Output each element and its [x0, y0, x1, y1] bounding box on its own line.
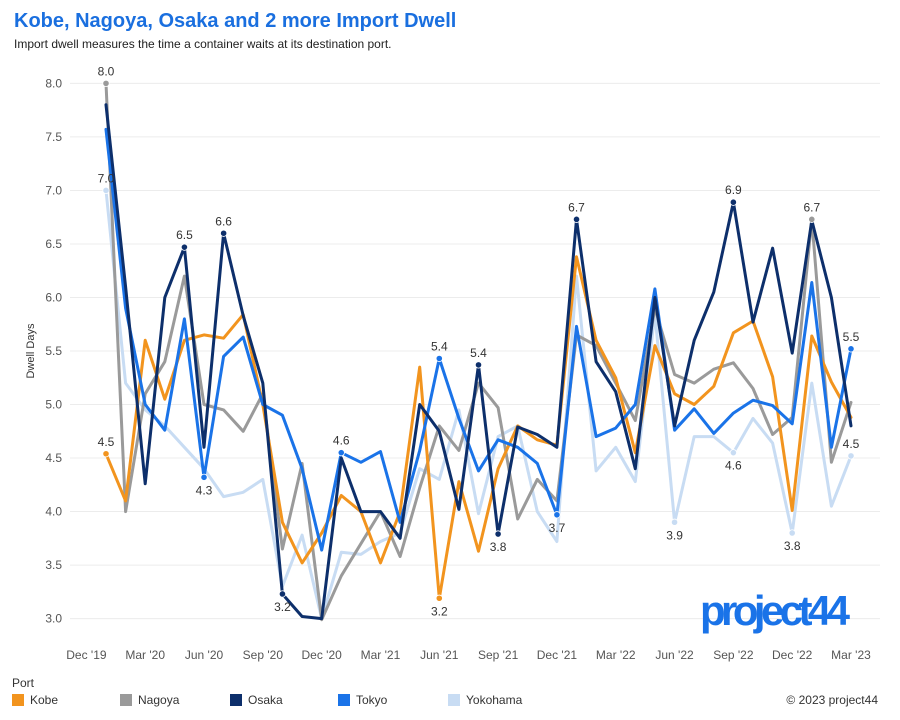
project44-logo-text: project44: [700, 587, 851, 634]
data-point-marker: [729, 449, 737, 457]
x-tick-label: Mar '22: [596, 648, 636, 662]
data-point-marker: [435, 594, 443, 602]
y-tick-label: 5.5: [45, 344, 62, 358]
legend-swatch-tokyo: [338, 694, 350, 706]
project44-logo: project44: [700, 587, 851, 634]
data-point-marker: [102, 79, 110, 88]
legend-item-osaka[interactable]: Osaka: [230, 693, 283, 707]
y-tick-label: 3.0: [45, 612, 62, 626]
data-point-marker: [474, 361, 483, 369]
data-point-marker: [102, 450, 110, 458]
y-tick-label: 5.0: [45, 398, 62, 412]
legend-item-yokohama[interactable]: Yokohama: [448, 693, 522, 707]
data-label: 5.5: [843, 330, 860, 344]
chart-subtitle: Import dwell measures the time a contain…: [14, 37, 392, 51]
legend-swatch-nagoya: [120, 694, 132, 706]
legend-label-tokyo: Tokyo: [356, 693, 388, 707]
data-label: 6.7: [803, 200, 820, 214]
legend-label-kobe: Kobe: [30, 693, 59, 707]
data-point-marker: [670, 518, 679, 526]
data-label: 6.5: [176, 228, 193, 242]
legend-swatch-yokohama: [448, 694, 460, 706]
x-tick-label: Mar '20: [125, 648, 165, 662]
data-point-marker: [220, 229, 228, 237]
y-tick-label: 6.5: [45, 237, 62, 251]
data-label: 3.9: [666, 528, 683, 542]
data-point-marker: [278, 590, 287, 598]
copyright-text: © 2023 project44: [786, 693, 878, 707]
y-tick-label: 6.0: [45, 290, 62, 304]
series-line-kobe: [104, 255, 853, 600]
data-label: 8.0: [98, 64, 115, 78]
data-point-marker: [572, 215, 581, 223]
data-label: 6.7: [568, 200, 585, 214]
x-tick-label: Dec '20: [302, 648, 343, 662]
data-label: 6.9: [725, 183, 742, 197]
legend-item-nagoya[interactable]: Nagoya: [120, 693, 179, 707]
x-tick-label: Dec '21: [537, 648, 578, 662]
data-point-marker: [553, 511, 561, 519]
data-label: 6.6: [215, 214, 232, 228]
data-label: 4.5: [98, 435, 115, 449]
line-chart: 3.0 3.5 4.0 4.5 5.0 5.5 6.0 6.5 7.0 7.5 8.0 Dec '19…: [25, 64, 880, 662]
x-tick-label: Sep '20: [243, 648, 284, 662]
data-point-marker: [808, 215, 816, 223]
data-point-marker: [200, 473, 208, 481]
data-label: 3.2: [274, 600, 291, 614]
x-tick-label: Dec '22: [772, 648, 813, 662]
x-tick-label: Jun '21: [420, 648, 459, 662]
y-tick-label: 7.5: [45, 130, 62, 144]
x-tick-label: Mar '21: [361, 648, 401, 662]
legend-swatch-osaka: [230, 694, 242, 706]
legend-title: Port: [12, 676, 35, 690]
y-tick-label: 4.0: [45, 505, 62, 519]
data-label: 4.3: [196, 483, 213, 497]
series-line-yokohama: [104, 188, 853, 621]
data-label: 3.7: [549, 521, 566, 535]
y-tick-label: 7.0: [45, 183, 62, 197]
data-label: 5.4: [470, 346, 487, 360]
x-tick-label: Sep '22: [713, 648, 754, 662]
y-axis-label: Dwell Days: [25, 323, 37, 379]
legend: Kobe Nagoya Osaka Tokyo Yokohama: [12, 693, 612, 709]
data-label: 3.8: [490, 540, 507, 554]
data-label: 4.6: [725, 459, 742, 473]
data-point-marker: [102, 186, 110, 195]
x-tick-label: Jun '20: [185, 648, 224, 662]
data-point-marker: [337, 449, 345, 457]
data-label: 3.2: [431, 604, 448, 618]
y-tick-label: 4.5: [45, 451, 62, 465]
legend-label-osaka: Osaka: [248, 693, 283, 707]
legend-label-nagoya: Nagoya: [138, 693, 180, 707]
y-tick-label: 3.5: [45, 558, 62, 572]
data-point-marker: [180, 243, 189, 251]
data-label: 3.8: [784, 539, 801, 553]
data-label: 4.6: [333, 434, 350, 448]
legend-label-yokohama: Yokohama: [466, 693, 523, 707]
data-label: 4.5: [843, 437, 860, 451]
chart-title: Kobe, Nagoya, Osaka and 2 more Import Dw…: [14, 10, 457, 32]
x-tick-label: Mar '23: [831, 648, 871, 662]
data-label: 5.4: [431, 339, 448, 353]
data-point-marker: [847, 345, 855, 353]
data-point-marker: [788, 529, 796, 537]
legend-item-kobe[interactable]: Kobe: [12, 693, 58, 707]
series-line-nagoya: [104, 81, 853, 622]
data-point-marker: [494, 530, 502, 538]
data-point-marker: [435, 354, 443, 363]
x-tick-label: Jun '22: [655, 648, 694, 662]
x-tick-label: Dec '19: [66, 648, 107, 662]
y-tick-label: 8.0: [45, 76, 62, 90]
series-line-tokyo: [104, 127, 853, 552]
legend-swatch-kobe: [12, 694, 24, 706]
legend-item-tokyo[interactable]: Tokyo: [338, 693, 387, 707]
x-tick-label: Sep '21: [478, 648, 519, 662]
data-point-marker: [847, 452, 855, 460]
data-label: 7.0: [98, 171, 115, 185]
data-point-marker: [729, 198, 737, 206]
